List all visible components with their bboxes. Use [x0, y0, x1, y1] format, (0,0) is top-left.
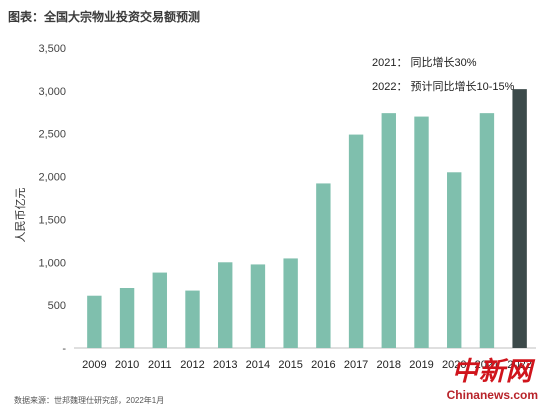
data-source: 数据来源：世邦魏理仕研究部，2022年1月 — [14, 396, 165, 405]
x-tick-label: 2021 — [475, 359, 499, 371]
y-axis-label: 人民币亿元 — [14, 188, 27, 243]
y-tick-label: 3,000 — [38, 86, 66, 98]
bar-2017 — [348, 134, 364, 348]
watermark-chinese: 中新网 — [451, 357, 533, 387]
annotation-2021: 2021： 同比增长30% — [372, 55, 477, 69]
x-tick-label: 2020 — [442, 359, 466, 371]
x-tick-label: 2015 — [278, 359, 302, 371]
x-tick-label: 2011 — [148, 359, 172, 371]
x-tick-label: 2013 — [213, 359, 237, 371]
y-tick-label: - — [62, 343, 66, 355]
chart-title: 图表：全国大宗物业投资交易额预测 — [8, 10, 201, 24]
x-tick-label: 2017 — [344, 359, 368, 371]
annotation-2022: 2022： 预计同比增长10-15% — [372, 79, 515, 93]
y-tick-label: 500 — [48, 300, 66, 312]
bar-2014 — [250, 264, 266, 348]
bar-2021 — [479, 113, 495, 349]
y-tick-label: 1,500 — [38, 214, 66, 226]
x-tick-label: 2022 — [507, 359, 531, 371]
bar-2011 — [152, 272, 167, 348]
y-tick-label: 3,500 — [38, 43, 66, 55]
watermark-logo: 中新网 Chinanews.com — [447, 358, 538, 402]
bar-2020 — [447, 172, 462, 348]
y-tick-label: 1,000 — [38, 257, 66, 269]
bars — [87, 89, 527, 349]
y-tick-label: 2,000 — [38, 172, 66, 184]
y-tick-label: 2,500 — [38, 129, 66, 141]
bar-2010 — [119, 288, 135, 348]
x-tick-label: 2012 — [180, 359, 204, 371]
bar-2016 — [316, 183, 331, 348]
x-axis-ticks: 2009 2010 2011 2012 2013 2014 2015 2016 2017 2018… — [82, 359, 532, 371]
x-tick-label: 2009 — [82, 359, 106, 371]
bar-2013 — [218, 262, 233, 348]
x-tick-label: 2016 — [311, 359, 335, 371]
bar-2015 — [283, 258, 298, 348]
x-tick-label: 2014 — [246, 359, 270, 371]
bar-2019 — [414, 116, 429, 348]
x-tick-label: 2019 — [409, 359, 433, 371]
bar-2012 — [185, 290, 200, 348]
bar-2022 — [512, 89, 527, 349]
bar-2009 — [87, 295, 102, 348]
watermark-english: Chinanews.com — [446, 388, 538, 402]
bar-2018 — [381, 113, 396, 349]
x-tick-label: 2010 — [115, 359, 139, 371]
y-axis-ticks: - 500 1,000 1,500 2,000 2,500 3,000 3,500 — [38, 43, 66, 355]
x-tick-label: 2018 — [377, 359, 401, 371]
